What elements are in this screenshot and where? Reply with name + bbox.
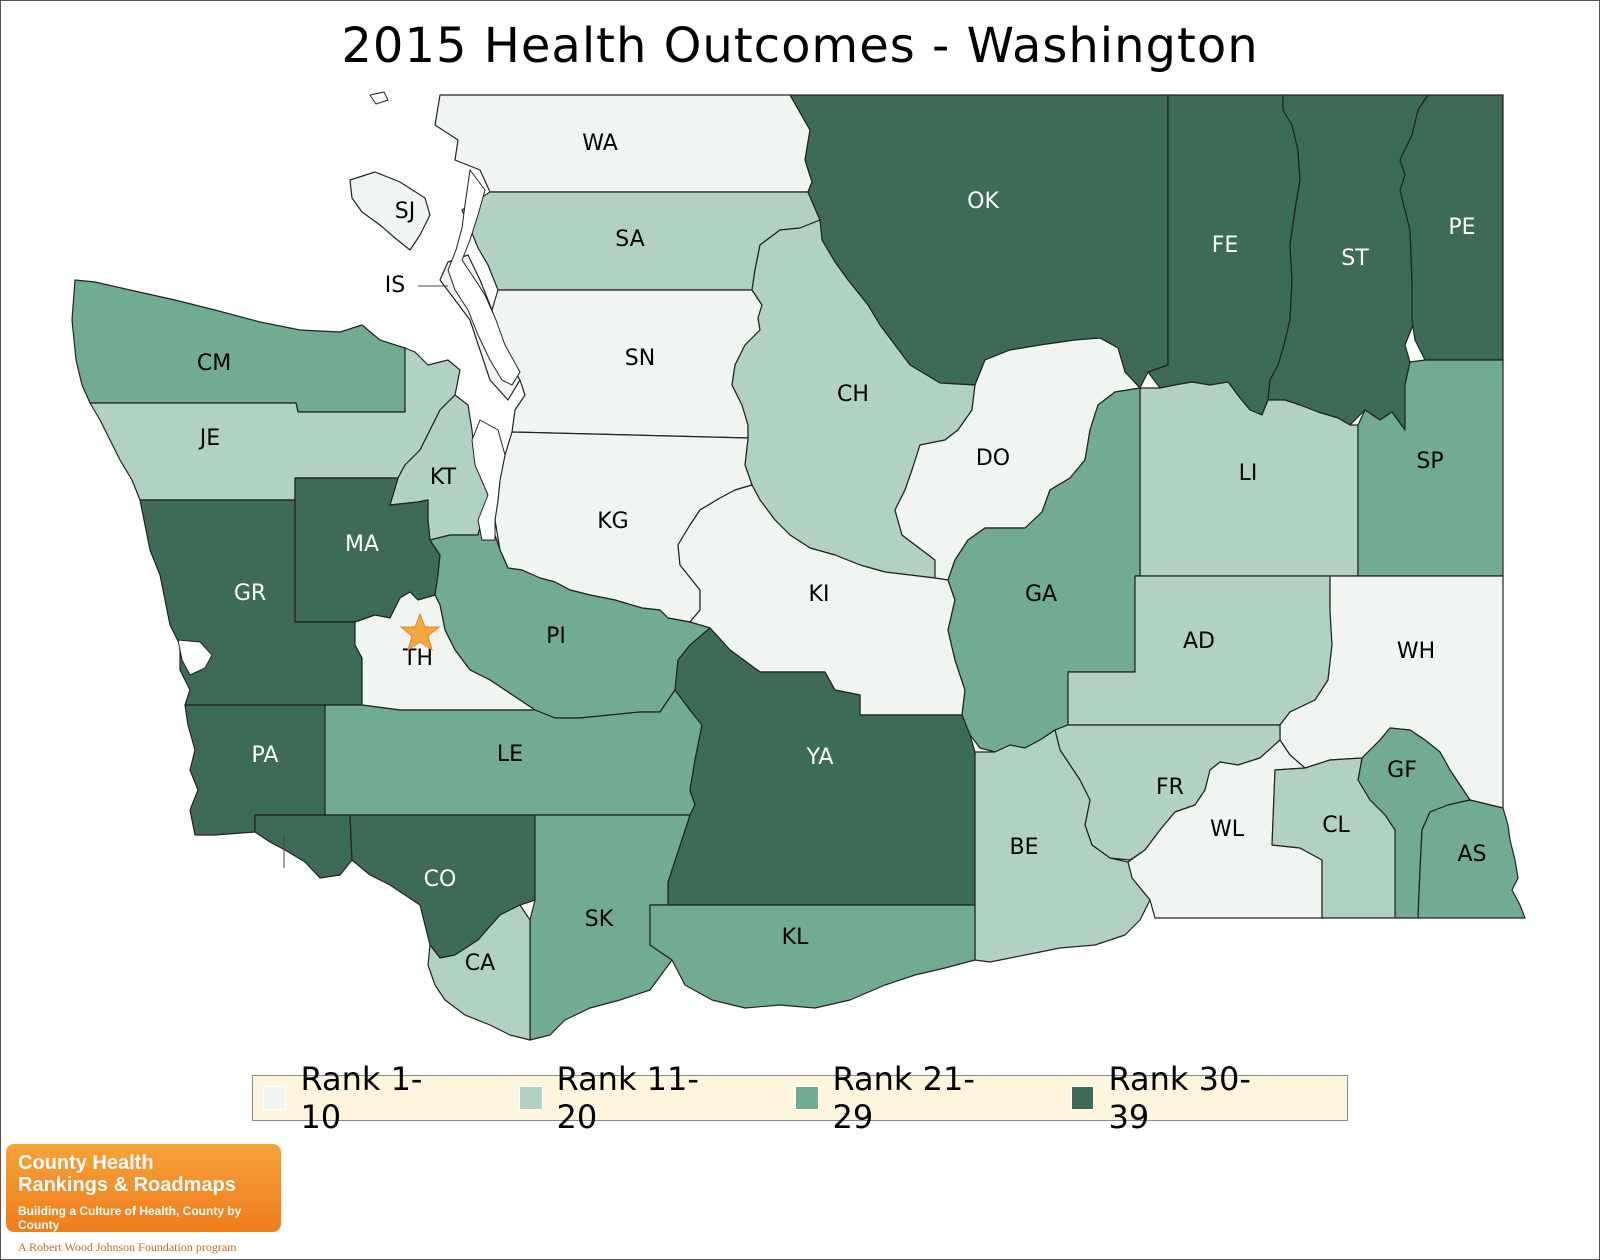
county-KL[interactable] — [649, 904, 976, 1009]
county-label-SK: SK — [585, 907, 614, 932]
county-label-CO: CO — [424, 867, 457, 892]
legend-item-rank-11-20: Rank 11-20 — [519, 1060, 735, 1136]
county-label-GF: GF — [1387, 758, 1417, 783]
county-label-IS: IS — [385, 273, 405, 298]
county-label-CA: CA — [465, 951, 495, 976]
legend-item-rank-1-10: Rank 1-10 — [263, 1060, 459, 1136]
county-AS[interactable] — [1417, 799, 1526, 919]
chrr-logo[interactable]: County Health Rankings & Roadmaps Buildi… — [6, 1144, 281, 1232]
county-label-DO: DO — [976, 446, 1010, 471]
legend-label: Rank 1-10 — [300, 1060, 423, 1136]
county-label-SJ: SJ — [395, 199, 415, 224]
county-label-SA: SA — [615, 227, 644, 252]
legend-label: Rank 21-29 — [832, 1060, 975, 1136]
star-icon — [399, 612, 441, 652]
county-BE[interactable] — [974, 729, 1151, 963]
county-label-JE: JE — [198, 426, 220, 451]
county-CA[interactable] — [427, 904, 531, 1041]
county-label-BE: BE — [1010, 835, 1039, 860]
legend-swatch — [795, 1086, 819, 1110]
county-label-AD: AD — [1183, 629, 1215, 654]
county-label-KG: KG — [597, 509, 628, 534]
county-CL[interactable] — [1271, 757, 1396, 919]
county-label-PA: PA — [252, 743, 279, 768]
legend-swatch — [1071, 1086, 1095, 1110]
legend-swatch — [519, 1086, 543, 1110]
legend-swatch — [263, 1086, 287, 1110]
county-label-MA: MA — [345, 532, 379, 557]
county-label-WL: WL — [1210, 817, 1245, 842]
county-CM[interactable] — [71, 279, 406, 413]
county-label-CM: CM — [197, 351, 231, 376]
county-label-CH: CH — [837, 382, 869, 407]
logo-tagline: Building a Culture of Health, County by … — [18, 1204, 242, 1232]
legend-label: Rank 11-20 — [556, 1060, 699, 1136]
legend-item-rank-21-29: Rank 21-29 — [795, 1060, 1011, 1136]
county-label-SN: SN — [625, 346, 655, 371]
logo-title-line1: County Health — [18, 1152, 154, 1174]
map-legend: Rank 1-10 Rank 11-20 Rank 21-29 Rank 30-… — [252, 1060, 1348, 1136]
county-label-SP: SP — [1416, 449, 1443, 474]
county-WA[interactable] — [434, 94, 813, 193]
county-label-KT: KT — [430, 465, 457, 490]
logo-title-line2: Rankings & Roadmaps — [18, 1174, 236, 1196]
county-label-LE: LE — [497, 742, 523, 767]
county-label-PE: PE — [1448, 215, 1475, 240]
county-YA[interactable] — [667, 627, 976, 906]
county-label-FE: FE — [1212, 233, 1239, 258]
county-label-KL: KL — [782, 925, 809, 950]
county-label-KI: KI — [809, 582, 830, 607]
county-label-YA: YA — [806, 745, 834, 770]
county-label-WK: WK — [269, 868, 306, 893]
county-label-FR: FR — [1156, 775, 1184, 800]
county-label-ST: ST — [1341, 246, 1369, 271]
county-label-GR: GR — [234, 581, 266, 606]
county-label-WH: WH — [1397, 639, 1435, 664]
county-label-OK: OK — [967, 189, 999, 214]
logo-footer: A Robert Wood Johnson Foundation program — [18, 1240, 237, 1254]
county-label-LI: LI — [1239, 461, 1258, 486]
county-label-TH: TH — [402, 646, 433, 671]
county-label-GA: GA — [1025, 582, 1057, 607]
map-title: 2015 Health Outcomes - Washington — [341, 18, 1259, 74]
county-label-AS: AS — [1457, 842, 1486, 867]
county-SJ[interactable] — [349, 171, 431, 251]
legend-item-rank-30-39: Rank 30-39 — [1071, 1060, 1287, 1136]
legend-label: Rank 30-39 — [1108, 1060, 1251, 1136]
county-label-WA: WA — [582, 131, 618, 156]
county-label-PI: PI — [546, 624, 566, 649]
county-label-CL: CL — [1322, 813, 1350, 838]
